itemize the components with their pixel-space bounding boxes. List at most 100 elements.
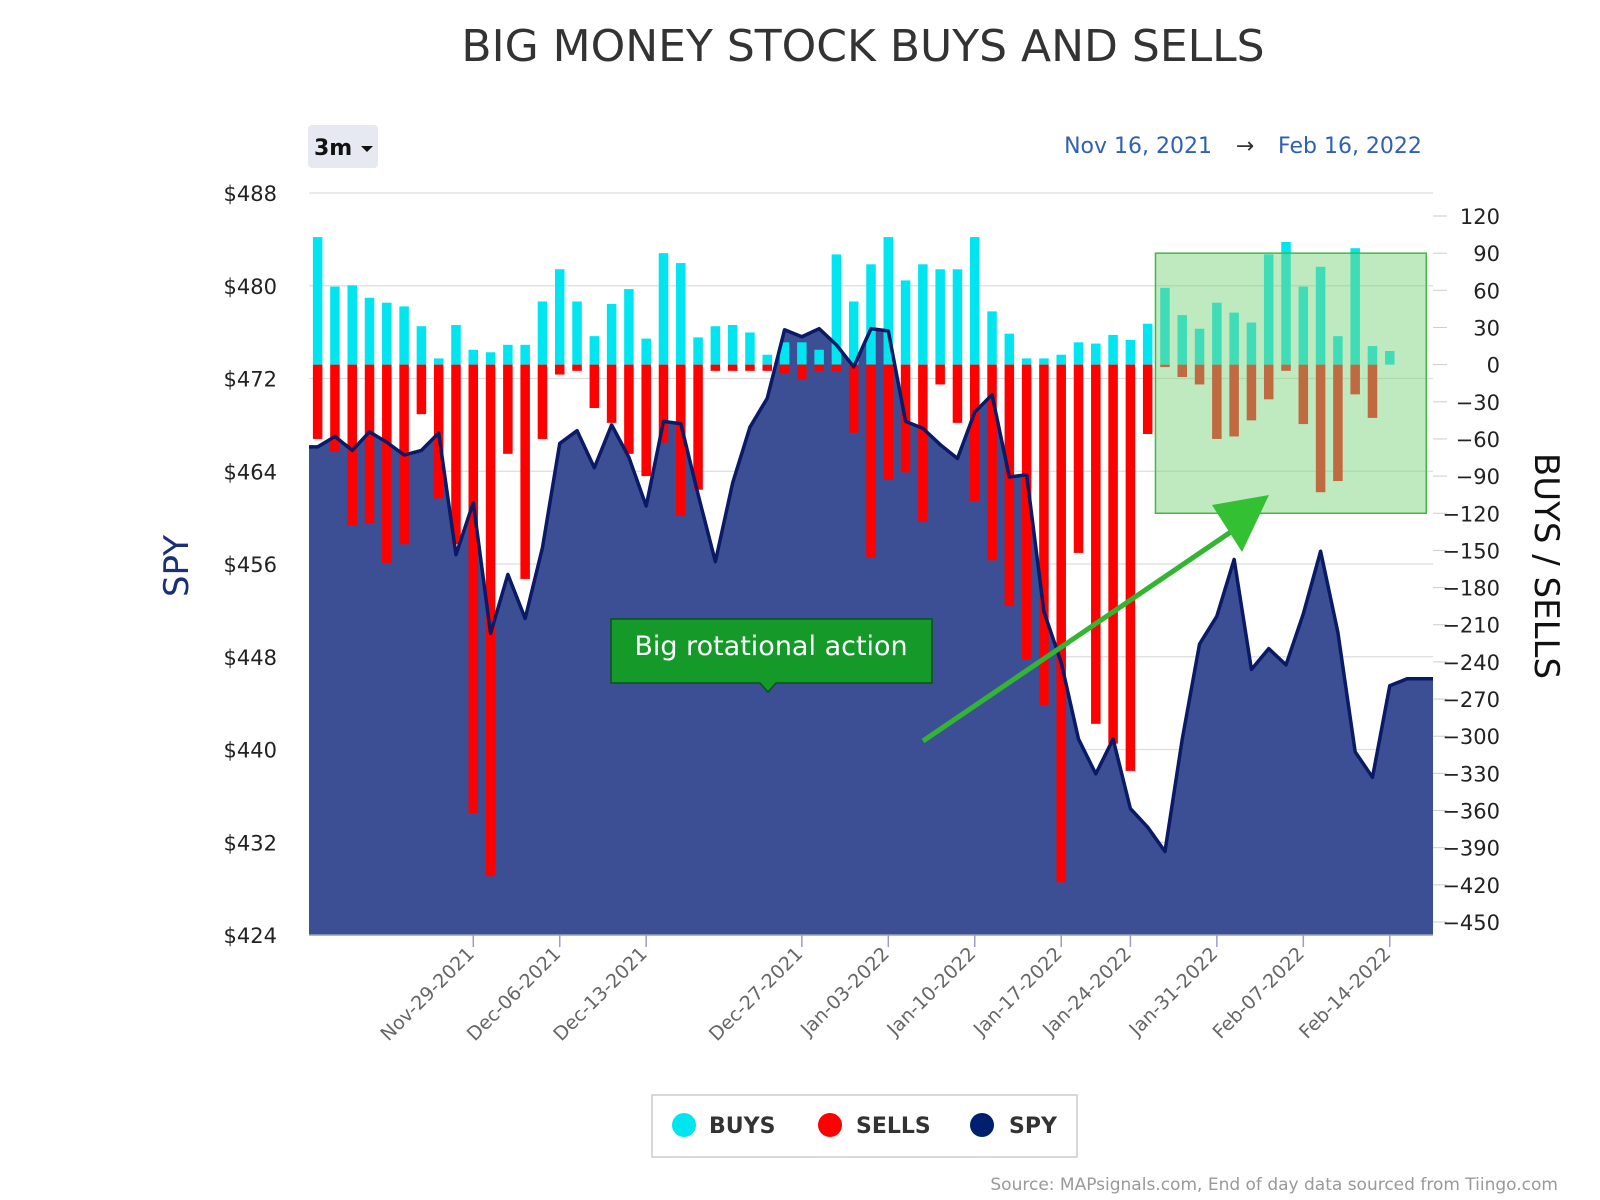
buys-bar[interactable] bbox=[1073, 342, 1084, 365]
buys-bar[interactable] bbox=[987, 311, 997, 365]
sells-bar[interactable] bbox=[312, 364, 323, 439]
buys-bar[interactable] bbox=[330, 286, 340, 365]
buys-bar[interactable] bbox=[1108, 334, 1118, 365]
sells-bar[interactable] bbox=[364, 364, 375, 524]
buys-bar[interactable] bbox=[1125, 339, 1136, 365]
buys-bar[interactable] bbox=[520, 344, 530, 365]
sells-bar[interactable] bbox=[710, 364, 721, 371]
buys-bar[interactable] bbox=[900, 280, 911, 365]
buys-bar[interactable] bbox=[952, 269, 963, 365]
buys-bar[interactable] bbox=[797, 342, 807, 365]
sells-bar[interactable] bbox=[382, 364, 392, 563]
sells-bar[interactable] bbox=[952, 364, 963, 423]
sells-bar[interactable] bbox=[866, 364, 876, 558]
legend-sells-label[interactable]: SELLS bbox=[856, 1114, 931, 1139]
sells-bar[interactable] bbox=[1125, 364, 1136, 771]
range-selector-button[interactable]: 3m bbox=[308, 125, 378, 168]
sells-bar[interactable] bbox=[537, 364, 548, 439]
date-range-start[interactable]: Nov 16, 2021 bbox=[1064, 134, 1212, 159]
sells-bar[interactable] bbox=[918, 364, 928, 522]
buys-bar[interactable] bbox=[918, 264, 928, 365]
sells-bar[interactable] bbox=[1091, 364, 1101, 724]
buys-bar[interactable] bbox=[572, 301, 582, 365]
buys-bar[interactable] bbox=[416, 326, 427, 365]
sells-bar[interactable] bbox=[641, 364, 651, 477]
sells-bar[interactable] bbox=[779, 364, 790, 374]
legend-spy-label[interactable]: SPY bbox=[1009, 1114, 1058, 1139]
sells-bar[interactable] bbox=[762, 364, 773, 371]
buys-bar[interactable] bbox=[451, 324, 461, 365]
sells-bar[interactable] bbox=[468, 364, 479, 814]
sells-bar[interactable] bbox=[416, 364, 427, 415]
buys-bar[interactable] bbox=[606, 303, 617, 365]
sells-bar[interactable] bbox=[1056, 364, 1066, 883]
sells-bar[interactable] bbox=[624, 364, 634, 454]
buys-bar[interactable] bbox=[1004, 333, 1015, 365]
sells-bar[interactable] bbox=[831, 364, 842, 371]
legend-buys-marker[interactable] bbox=[672, 1113, 696, 1137]
sells-bar[interactable] bbox=[969, 364, 980, 501]
sells-bar[interactable] bbox=[1142, 364, 1153, 434]
sells-bar[interactable] bbox=[814, 364, 824, 371]
sells-bar[interactable] bbox=[1021, 364, 1032, 660]
sells-bar[interactable] bbox=[1108, 364, 1118, 744]
sells-bar[interactable] bbox=[745, 364, 755, 371]
sells-bar[interactable] bbox=[330, 364, 340, 452]
buys-bar[interactable] bbox=[641, 338, 651, 365]
sells-bar[interactable] bbox=[935, 364, 945, 385]
buys-bar[interactable] bbox=[883, 237, 894, 365]
spy-line[interactable] bbox=[309, 326, 1433, 854]
buys-bar[interactable] bbox=[503, 344, 513, 365]
buys-bar[interactable] bbox=[468, 349, 479, 365]
buys-bar[interactable] bbox=[779, 342, 790, 365]
buys-bar[interactable] bbox=[969, 237, 980, 365]
sells-bar[interactable] bbox=[797, 364, 807, 380]
buys-bar[interactable] bbox=[554, 269, 565, 365]
buys-bar[interactable] bbox=[1021, 358, 1032, 365]
buys-bar[interactable] bbox=[399, 306, 409, 365]
buys-bar[interactable] bbox=[485, 352, 496, 365]
sells-bar[interactable] bbox=[554, 364, 565, 375]
buys-bar[interactable] bbox=[848, 301, 859, 365]
legend-buys-label[interactable]: BUYS bbox=[709, 1114, 775, 1139]
sells-bar[interactable] bbox=[572, 364, 582, 371]
buys-bar[interactable] bbox=[589, 336, 600, 365]
buys-bar[interactable] bbox=[312, 237, 323, 365]
buys-bar[interactable] bbox=[1056, 354, 1066, 365]
buys-bar[interactable] bbox=[1091, 343, 1101, 365]
buys-bar[interactable] bbox=[831, 254, 842, 365]
sells-bar[interactable] bbox=[1073, 364, 1084, 553]
sells-bar[interactable] bbox=[589, 364, 600, 408]
sells-bar[interactable] bbox=[987, 364, 997, 561]
sells-bar[interactable] bbox=[1004, 364, 1015, 607]
legend-sells-marker[interactable] bbox=[818, 1113, 842, 1137]
sells-bar[interactable] bbox=[451, 364, 461, 545]
buys-bar[interactable] bbox=[624, 289, 634, 365]
buys-bar[interactable] bbox=[727, 324, 738, 365]
buys-bar[interactable] bbox=[866, 264, 876, 365]
buys-bar[interactable] bbox=[935, 269, 945, 365]
legend-spy-marker[interactable] bbox=[970, 1113, 994, 1137]
date-range-end[interactable]: Feb 16, 2022 bbox=[1278, 134, 1422, 159]
buys-bar[interactable] bbox=[537, 301, 548, 365]
sells-bar[interactable] bbox=[606, 364, 617, 423]
buys-bar[interactable] bbox=[658, 253, 669, 365]
range-button-bg[interactable] bbox=[308, 125, 378, 168]
sells-bar[interactable] bbox=[676, 364, 686, 516]
buys-bar[interactable] bbox=[347, 285, 357, 365]
sells-bar[interactable] bbox=[503, 364, 513, 454]
sells-bar[interactable] bbox=[693, 364, 703, 490]
buys-bar[interactable] bbox=[745, 332, 755, 365]
buys-bar[interactable] bbox=[710, 326, 721, 365]
buys-bar[interactable] bbox=[814, 349, 824, 365]
sells-bar[interactable] bbox=[520, 364, 530, 579]
buys-bar[interactable] bbox=[433, 358, 444, 365]
buys-bar[interactable] bbox=[693, 337, 703, 365]
sells-bar[interactable] bbox=[347, 364, 357, 526]
buys-bar[interactable] bbox=[382, 302, 392, 365]
range-button-label[interactable]: 3m bbox=[314, 136, 352, 161]
sells-bar[interactable] bbox=[658, 364, 669, 443]
sells-bar[interactable] bbox=[848, 364, 859, 433]
sells-bar[interactable] bbox=[727, 364, 738, 371]
buys-bar[interactable] bbox=[1142, 323, 1153, 365]
